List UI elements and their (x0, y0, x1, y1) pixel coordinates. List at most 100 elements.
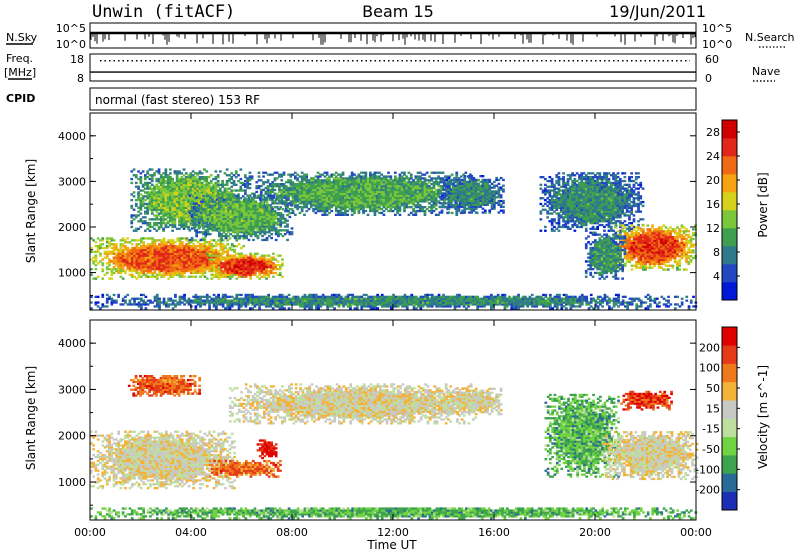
heatmap-cell (110, 260, 114, 263)
heatmap-cell (210, 254, 214, 257)
heatmap-cell (171, 202, 174, 206)
heatmap-cell (416, 209, 420, 213)
heatmap-cell (263, 264, 266, 267)
heatmap-cell (173, 206, 177, 209)
heatmap-cell (216, 191, 220, 194)
heatmap-cell (140, 269, 143, 273)
heatmap-cell (119, 254, 123, 257)
heatmap-cell (416, 175, 420, 178)
heatmap-cell (357, 185, 361, 188)
heatmap-cell (463, 211, 467, 214)
heatmap-cell (364, 202, 368, 205)
heatmap-cell (199, 215, 203, 219)
heatmap-cell (180, 248, 184, 252)
heatmap-cell (284, 186, 288, 190)
heatmap-cell (455, 173, 459, 176)
heatmap-cell (348, 202, 352, 205)
heatmap-cell (199, 243, 202, 246)
heatmap-cell (166, 225, 170, 229)
heatmap-cell (233, 256, 236, 259)
heatmap-cell (215, 223, 219, 226)
heatmap-cell (263, 256, 266, 259)
heatmap-cell (196, 183, 199, 186)
heatmap-cell (169, 176, 172, 179)
heatmap-cell (119, 256, 123, 259)
heatmap-cell (265, 231, 269, 234)
heatmap-cell (162, 212, 165, 215)
heatmap-cell (194, 271, 198, 275)
heatmap-cell (166, 220, 170, 223)
heatmap-cell (454, 180, 458, 184)
heatmap-cell (165, 250, 168, 253)
heatmap-cell (215, 254, 218, 257)
heatmap-cell (222, 258, 225, 261)
heatmap-cell (263, 268, 266, 271)
heatmap-cell (226, 252, 229, 255)
heatmap-cell (254, 212, 258, 215)
heatmap-cell (199, 269, 202, 273)
heatmap-cell (139, 199, 143, 202)
heatmap-cell (298, 190, 302, 193)
heatmap-cell (353, 207, 356, 211)
heatmap-cell (155, 185, 159, 188)
heatmap-cell (215, 225, 219, 228)
heatmap-cell (449, 194, 453, 197)
heatmap-cell (312, 196, 315, 199)
heatmap-cell (194, 183, 197, 186)
heatmap-cell (245, 213, 248, 217)
heatmap-cell (212, 177, 215, 181)
heatmap-cell (454, 198, 458, 201)
heatmap-cell (117, 258, 120, 261)
heatmap-cell (339, 207, 343, 211)
heatmap-cell (244, 174, 247, 177)
heatmap-cell (344, 207, 347, 211)
heatmap-cell (261, 225, 264, 228)
heatmap-cell (240, 271, 243, 275)
heatmap-cell (380, 173, 384, 176)
heatmap-cell (288, 231, 292, 234)
heatmap-cell (224, 275, 227, 278)
heatmap-cell (445, 198, 448, 201)
heatmap-cell (200, 176, 204, 179)
heatmap-cell (312, 185, 315, 188)
heatmap-cell (366, 192, 370, 195)
heatmap-cell (396, 181, 399, 184)
heatmap-cell (206, 225, 210, 228)
heatmap-cell (364, 200, 368, 203)
heatmap-cell (139, 220, 143, 223)
heatmap-cell (196, 181, 199, 185)
heatmap-cell (359, 204, 363, 207)
heatmap-cell (278, 268, 282, 271)
heatmap-cell (218, 231, 221, 234)
heatmap-cell (277, 198, 280, 201)
heatmap-cell (135, 243, 139, 246)
heatmap-cell (263, 233, 267, 236)
heatmap-cell (348, 183, 352, 186)
heatmap-cell (180, 179, 184, 183)
heatmap-cell (380, 196, 384, 199)
heatmap-cell (332, 186, 336, 190)
heatmap-cell (287, 194, 290, 197)
heatmap-cell (238, 273, 241, 276)
heatmap-cell (319, 206, 322, 209)
heatmap-cell (167, 245, 170, 248)
heatmap-cell (428, 202, 431, 205)
heatmap-cell (130, 268, 134, 271)
heatmap-cell (254, 233, 258, 236)
heatmap-cell (421, 200, 424, 203)
heatmap-cell (357, 211, 361, 215)
heatmap-cell (194, 195, 197, 198)
heatmap-cell (178, 200, 181, 204)
heatmap-cell (421, 185, 424, 188)
heatmap-cell (187, 208, 190, 211)
heatmap-cell (278, 190, 281, 193)
heatmap-cell (220, 213, 223, 217)
heatmap-cell (281, 258, 284, 261)
heatmap-cell (119, 246, 123, 250)
heatmap-cell (334, 188, 338, 192)
heatmap-cell (137, 197, 140, 200)
heatmap-cell (265, 202, 269, 205)
heatmap-cell (346, 185, 349, 188)
heatmap-cell (185, 264, 189, 267)
heatmap-cell (337, 185, 340, 188)
